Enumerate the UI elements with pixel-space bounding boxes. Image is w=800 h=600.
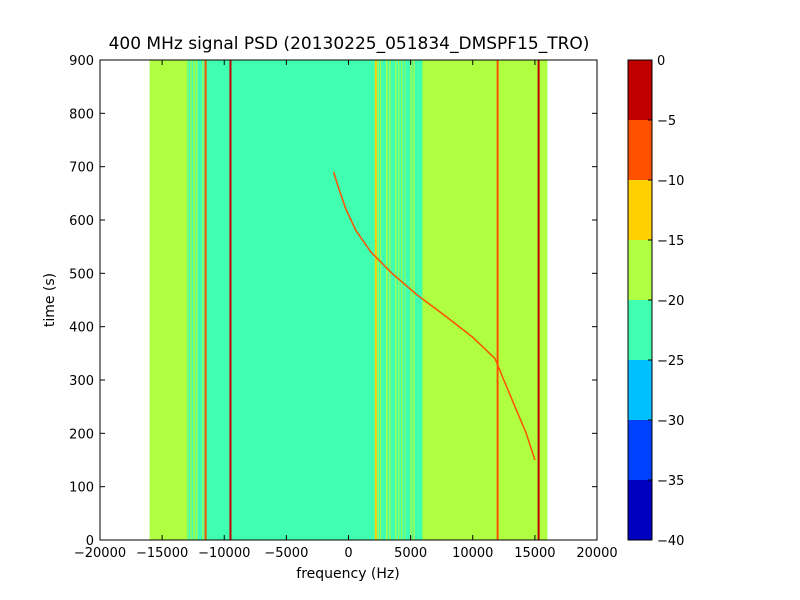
- y-tick-label: 800: [69, 107, 94, 122]
- y-tick-label: 300: [69, 374, 94, 389]
- y-tick-label: 500: [69, 267, 94, 282]
- colorbar-segment: [628, 60, 652, 120]
- colorbar-tick-label: −35: [657, 474, 684, 489]
- x-axis-label: frequency (Hz): [296, 566, 399, 582]
- x-tick-label: 15000: [514, 546, 555, 561]
- colorbar-segment: [628, 360, 652, 420]
- y-tick-label: 700: [69, 161, 94, 176]
- x-tick-label: −5000: [264, 546, 308, 561]
- y-tick-label: 400: [69, 321, 94, 336]
- colorbar-tick-label: 0: [657, 54, 665, 69]
- heatmap-data-layer: [149, 60, 548, 540]
- y-tick-label: 0: [86, 534, 94, 549]
- colorbar: −40 −35 −30 −25 −20 −15 −10 −5 0: [627, 54, 684, 549]
- heatmap-noise-stripe: [410, 60, 413, 540]
- x-tick-label: 20000: [576, 546, 617, 561]
- colorbar-tick-label: −40: [657, 534, 684, 549]
- heatmap-noise-stripe: [377, 60, 379, 540]
- colorbar-segment: [628, 300, 652, 360]
- heatmap-noise-stripe: [413, 60, 415, 540]
- heatmap-noise-stripe: [389, 60, 391, 540]
- heatmap-noise-stripe: [386, 60, 388, 540]
- x-tick-label: 0: [344, 546, 352, 561]
- y-tick-label: 100: [69, 481, 94, 496]
- x-tick-label: 5000: [394, 546, 427, 561]
- heatmap-noise-stripe: [192, 60, 196, 540]
- heatmap-noise-stripe: [398, 60, 400, 540]
- colorbar-tick-label: −15: [657, 234, 684, 249]
- heatmap-noise-stripe: [395, 60, 397, 540]
- heatmap-noise-stripe: [201, 60, 204, 540]
- colorbar-tick-label: −10: [657, 174, 684, 189]
- signal-trace: [332, 171, 536, 461]
- colorbar-tick-label: −25: [657, 354, 684, 369]
- y-axis: 0 100 200 300 400 500 600 700 800 900: [69, 54, 597, 549]
- colorbar-segment: [628, 180, 652, 240]
- heatmap-noise-stripe: [186, 60, 189, 540]
- colorbar-segment: [628, 420, 652, 480]
- colorbar-tick-label: −30: [657, 414, 684, 429]
- x-tick-label: −10000: [198, 546, 250, 561]
- colorbar-segment: [628, 480, 652, 540]
- heatmap-noise-stripe: [404, 60, 406, 540]
- colorbar-tick-label: −5: [657, 114, 676, 129]
- heatmap-band: [149, 60, 187, 540]
- y-axis-label: time (s): [42, 273, 58, 327]
- heatmap-noise-stripe: [189, 60, 192, 540]
- heatmap-noise-stripe: [380, 60, 382, 540]
- x-tick-label: 10000: [452, 546, 493, 561]
- heatmap-plot-area: [99, 59, 598, 541]
- heatmap-band: [423, 60, 548, 540]
- heatmap-noise-stripe: [401, 60, 403, 540]
- y-tick-label: 900: [69, 54, 94, 69]
- y-tick-label: 600: [69, 214, 94, 229]
- colorbar-segment: [628, 120, 652, 180]
- y-tick-label: 200: [69, 427, 94, 442]
- x-tick-label: −15000: [136, 546, 188, 561]
- chart-title: 400 MHz signal PSD (20130225_051834_DMSP…: [109, 34, 590, 54]
- x-axis: −20000 −15000 −10000 −5000 0 5000 10000 15000 20…: [74, 60, 618, 561]
- heatmap-noise-stripe: [195, 60, 198, 540]
- x-tick-label: −20000: [74, 546, 126, 561]
- colorbar-tick-label: −20: [657, 294, 684, 309]
- colorbar-segment: [628, 240, 652, 300]
